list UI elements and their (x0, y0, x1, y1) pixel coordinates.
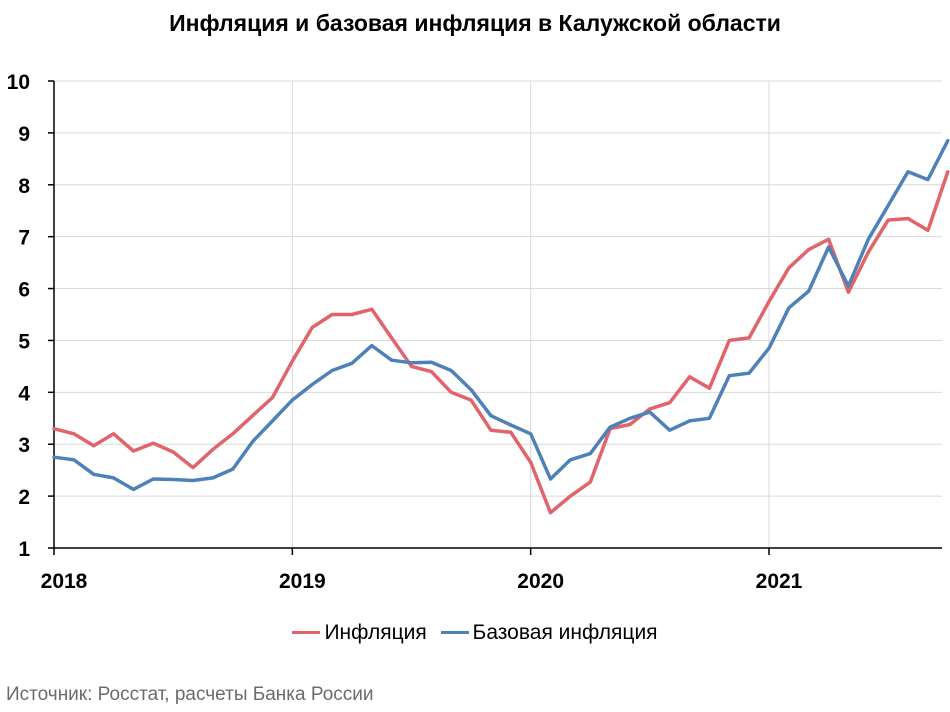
y-tick-label: 3 (18, 434, 30, 457)
y-tick-label: 6 (18, 279, 30, 302)
x-tick-label: 2019 (279, 570, 326, 593)
legend-swatch-core-inflation (440, 631, 469, 634)
y-tick-label: 5 (18, 330, 30, 353)
y-tick-label: 10 (7, 71, 30, 94)
y-tick-label: 2 (18, 486, 30, 509)
y-tick-label: 1 (18, 538, 30, 561)
tick-labels: 1 2 3 4 5 6 7 8 9 10 2018 2019 2020 2021 (7, 71, 803, 593)
y-tick-label: 7 (18, 227, 30, 250)
axes (48, 80, 942, 555)
legend-label-core-inflation: Базовая инфляция (472, 620, 658, 644)
legend-swatch-inflation (292, 631, 321, 634)
legend-item-core-inflation: Базовая инфляция (440, 620, 658, 645)
x-tick-label: 2021 (756, 570, 803, 593)
x-tick-label: 2018 (41, 570, 88, 593)
series-line-inflation (52, 170, 950, 515)
source-note: Источник: Росстат, расчеты Банка России (6, 684, 374, 705)
x-tick-label: 2020 (517, 570, 564, 593)
y-tick-label: 4 (18, 382, 30, 405)
gridlines (54, 80, 942, 548)
legend-item-inflation: Инфляция (292, 620, 427, 645)
series-lines (52, 138, 950, 515)
legend: Инфляция Базовая инфляция (0, 616, 950, 645)
legend-label-inflation: Инфляция (324, 620, 427, 644)
y-tick-label: 9 (18, 123, 30, 146)
series-line-core-inflation (52, 138, 950, 492)
y-tick-label: 8 (18, 175, 30, 198)
line-chart: 1 2 3 4 5 6 7 8 9 10 2018 2019 2020 2021 (7, 71, 950, 593)
chart-title: Инфляция и базовая инфляция в Калужской … (169, 10, 781, 36)
